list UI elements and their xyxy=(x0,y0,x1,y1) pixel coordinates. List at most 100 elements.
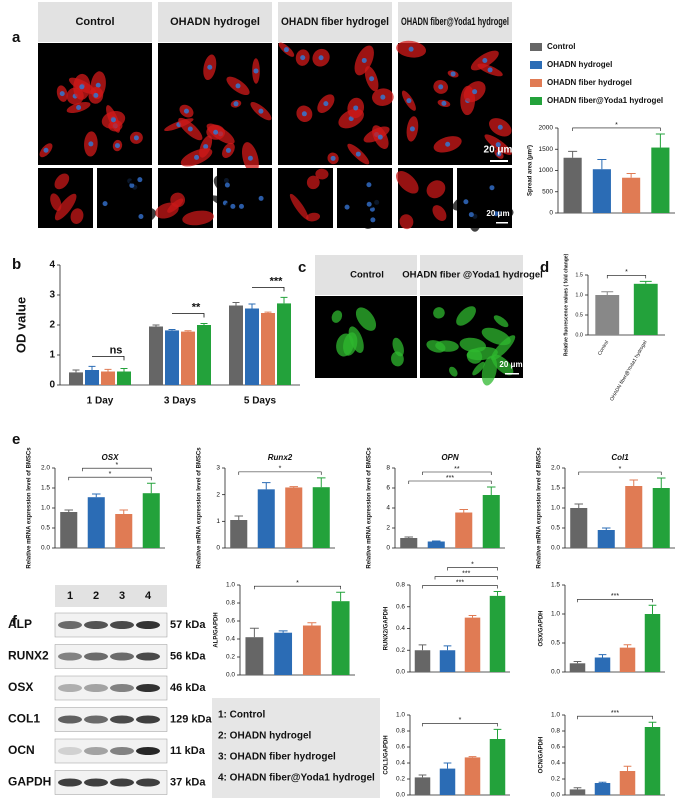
bar xyxy=(563,157,582,213)
y-tick-label: 0.2 xyxy=(551,776,560,783)
scale-bar xyxy=(496,222,508,224)
y-tick-label: 1.0 xyxy=(41,505,50,512)
y-tick-label: 1.0 xyxy=(551,712,560,719)
nucleus xyxy=(318,55,324,61)
y-tick-label: 0.5 xyxy=(551,640,560,647)
image-label: OHADN fiber@Yoda1 hydrogel xyxy=(401,16,509,28)
cell xyxy=(50,193,62,212)
cell xyxy=(399,214,414,230)
nucleus xyxy=(370,217,376,223)
bar xyxy=(625,486,643,548)
band xyxy=(110,652,134,661)
band xyxy=(110,747,134,755)
image-header xyxy=(278,2,392,42)
size-label: 57 kDa xyxy=(170,619,206,631)
nucleus xyxy=(495,142,501,148)
protein-label: OSX xyxy=(8,680,33,694)
cell xyxy=(472,361,485,376)
y-axis-label: Relative mRNA expression level of BMSCs xyxy=(367,447,373,569)
cell xyxy=(435,340,459,352)
nucleus xyxy=(497,124,503,130)
y-tick-label: 0.4 xyxy=(396,625,405,632)
nucleus xyxy=(183,108,189,114)
error-bar xyxy=(568,150,578,158)
nucleus xyxy=(129,182,135,188)
band xyxy=(84,747,108,755)
image-header xyxy=(420,255,523,295)
nucleus xyxy=(344,204,350,210)
y-tick-label: 3 xyxy=(49,290,55,301)
nucleus xyxy=(233,101,239,107)
cell xyxy=(481,355,498,386)
bracket xyxy=(82,467,152,472)
y-tick-label: 1 xyxy=(49,350,55,361)
band xyxy=(84,778,108,787)
x-tick-label: 3 Days xyxy=(164,396,197,407)
significance: ns xyxy=(110,344,123,356)
cell xyxy=(432,205,447,221)
band xyxy=(110,715,134,724)
cell xyxy=(395,171,419,194)
cell xyxy=(54,173,70,190)
nucleus xyxy=(235,83,241,89)
bar xyxy=(197,325,211,385)
nucleus xyxy=(323,101,329,107)
legend-swatch xyxy=(530,43,542,51)
nucleus xyxy=(258,108,264,114)
y-tick-label: 0.6 xyxy=(226,618,235,625)
nucleus xyxy=(203,144,209,150)
bar xyxy=(622,177,641,213)
y-tick-label: 1.5 xyxy=(551,485,560,492)
bracket xyxy=(422,585,498,589)
cell xyxy=(155,202,179,219)
band xyxy=(110,621,134,629)
bracket xyxy=(92,356,125,361)
nucleus xyxy=(224,182,230,188)
y-tick-label: 0.6 xyxy=(396,603,405,610)
scale-bar-label: 20 μm xyxy=(486,209,509,218)
bar xyxy=(644,727,661,795)
nucleus xyxy=(409,126,415,132)
nucleus xyxy=(377,134,383,140)
bar xyxy=(482,495,500,548)
nucleus xyxy=(238,203,244,209)
bracket xyxy=(577,599,653,603)
nucleus xyxy=(110,117,116,123)
cell xyxy=(392,337,404,357)
nucleus xyxy=(408,46,414,52)
bar xyxy=(277,303,291,385)
cell xyxy=(315,168,329,180)
error-bar xyxy=(656,477,666,488)
error-bar xyxy=(200,323,208,325)
bracket xyxy=(252,287,285,292)
y-tick-label: 0.0 xyxy=(396,669,405,676)
error-bar xyxy=(307,622,317,626)
y-tick-label: 0.0 xyxy=(551,669,560,676)
error-bar xyxy=(88,365,96,370)
bar xyxy=(274,632,293,675)
y-tick-label: 1.5 xyxy=(575,272,583,278)
error-bar xyxy=(626,172,636,178)
band xyxy=(58,778,82,787)
scale-bar-label: 20 μm xyxy=(499,360,522,369)
y-tick-label: 0.4 xyxy=(396,760,405,767)
error-bar xyxy=(234,515,244,520)
error-bar xyxy=(418,774,427,778)
error-bar xyxy=(261,482,271,490)
error-bar xyxy=(119,509,129,514)
nucleus xyxy=(137,177,143,183)
y-tick-label: 0.6 xyxy=(396,744,405,751)
error-bar xyxy=(639,280,652,284)
y-axis-label: OCN/GAPDH xyxy=(539,737,545,774)
band xyxy=(136,652,160,661)
y-tick-label: 1.0 xyxy=(226,582,235,589)
y-tick-label: 8 xyxy=(386,465,390,472)
bar xyxy=(285,487,303,548)
bracket xyxy=(434,576,498,580)
significance: *** xyxy=(611,593,619,600)
error-bar xyxy=(316,477,326,488)
bracket xyxy=(408,480,492,484)
y-tick-label: 1.0 xyxy=(575,292,583,298)
y-axis-label: Relative mRNA expression level of BMSCs xyxy=(537,447,543,569)
protein-label: ALP xyxy=(8,617,32,631)
